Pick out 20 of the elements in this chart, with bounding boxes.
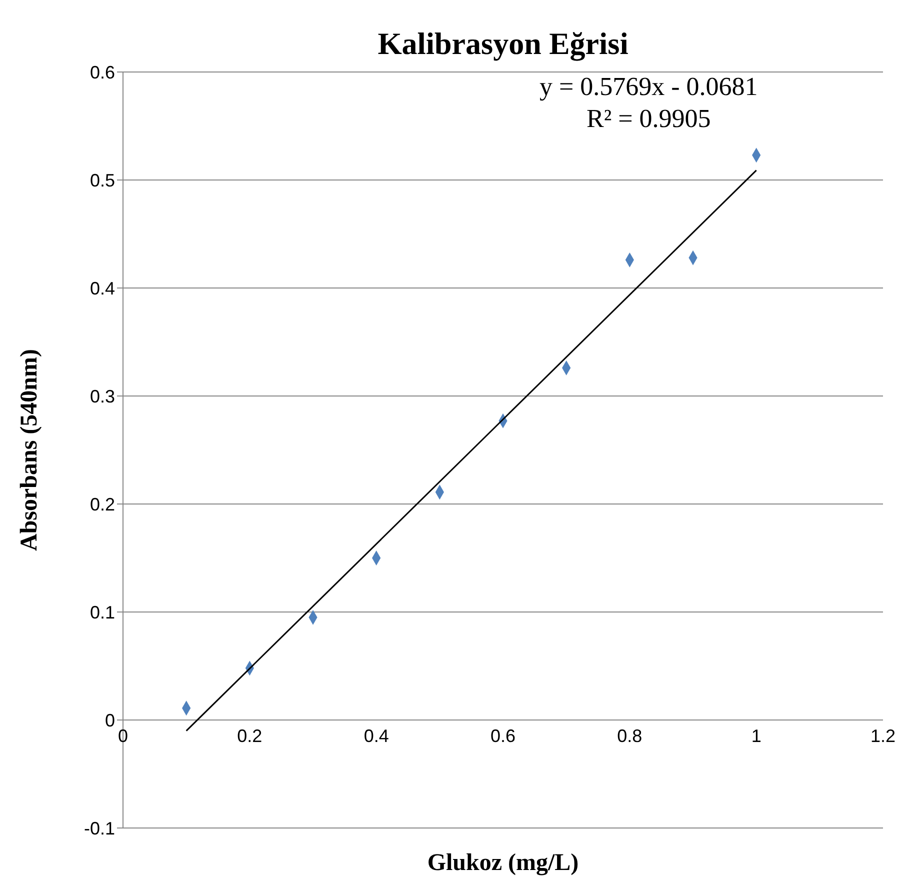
x-tick-label: 1.2 <box>870 726 896 746</box>
x-tick-label: 1 <box>751 726 762 746</box>
y-tick-label: 0 <box>104 710 115 730</box>
y-tick-label: 0.6 <box>90 62 115 82</box>
chart-title: Kalibrasyon Eğrisi <box>376 26 630 62</box>
y-tick-label: 0.2 <box>90 494 115 514</box>
x-tick-label: 0 <box>118 726 128 746</box>
annotation: R² = 0.9905 <box>586 102 712 135</box>
x-tick-label: 0.4 <box>364 726 389 746</box>
x-tick-label: 0.6 <box>490 726 516 746</box>
annotation: y = 0.5769x - 0.0681 <box>538 70 759 103</box>
y-tick-label: 0.1 <box>90 602 115 622</box>
x-tick-label: 0.2 <box>237 726 262 746</box>
x-tick-label: 0.8 <box>617 726 642 746</box>
y-axis-title: Absorbans (540nm) <box>16 348 43 552</box>
y-tick-label: 0.4 <box>90 278 115 298</box>
y-tick-label: -0.1 <box>84 818 115 838</box>
y-tick-label: 0.5 <box>90 170 115 190</box>
x-axis-title: Glukoz (mg/L) <box>427 850 579 876</box>
y-tick-label: 0.3 <box>90 386 115 406</box>
